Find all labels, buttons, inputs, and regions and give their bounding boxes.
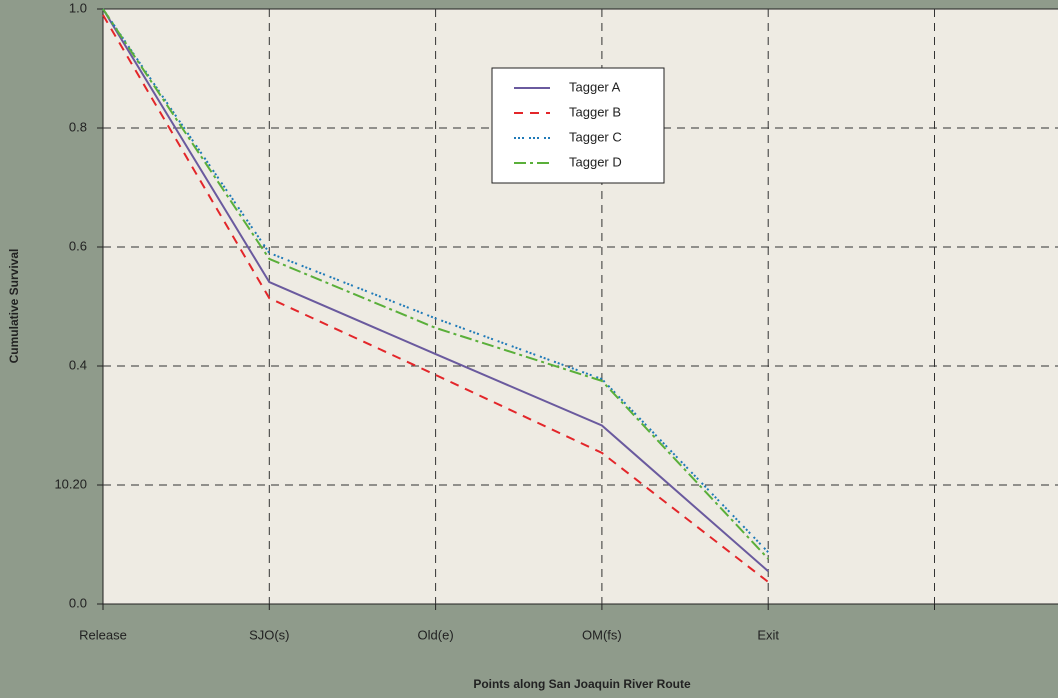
y-axis-title: Cumulative Survival — [7, 249, 21, 364]
series-line — [102, 8, 769, 553]
series-line — [102, 8, 769, 560]
x-tick-label: Exit — [757, 627, 779, 642]
y-tick-label: 0.0 — [69, 595, 87, 610]
x-tick-label: SJO(s) — [249, 627, 289, 642]
x-tick-label: Old(e) — [418, 627, 454, 642]
y-tick-label: 10.20 — [54, 476, 87, 491]
y-tick-label: 0.6 — [69, 238, 87, 253]
x-tick-label: Release — [79, 627, 127, 642]
legend-label: Tagger C — [569, 129, 622, 144]
legend-label: Tagger D — [569, 154, 622, 169]
y-tick-label: 0.4 — [69, 357, 87, 372]
y-tick-label: 0.8 — [69, 119, 87, 134]
legend-label: Tagger A — [569, 79, 621, 94]
y-tick-label: 1.0 — [69, 0, 87, 15]
legend-label: Tagger B — [569, 104, 621, 119]
series-line — [102, 8, 769, 573]
legend: Tagger A Tagger B Tagger C Tagger D — [491, 67, 665, 184]
x-tick-label: OM(fs) — [582, 627, 622, 642]
x-axis-title: Points along San Joaquin River Route — [473, 677, 691, 691]
